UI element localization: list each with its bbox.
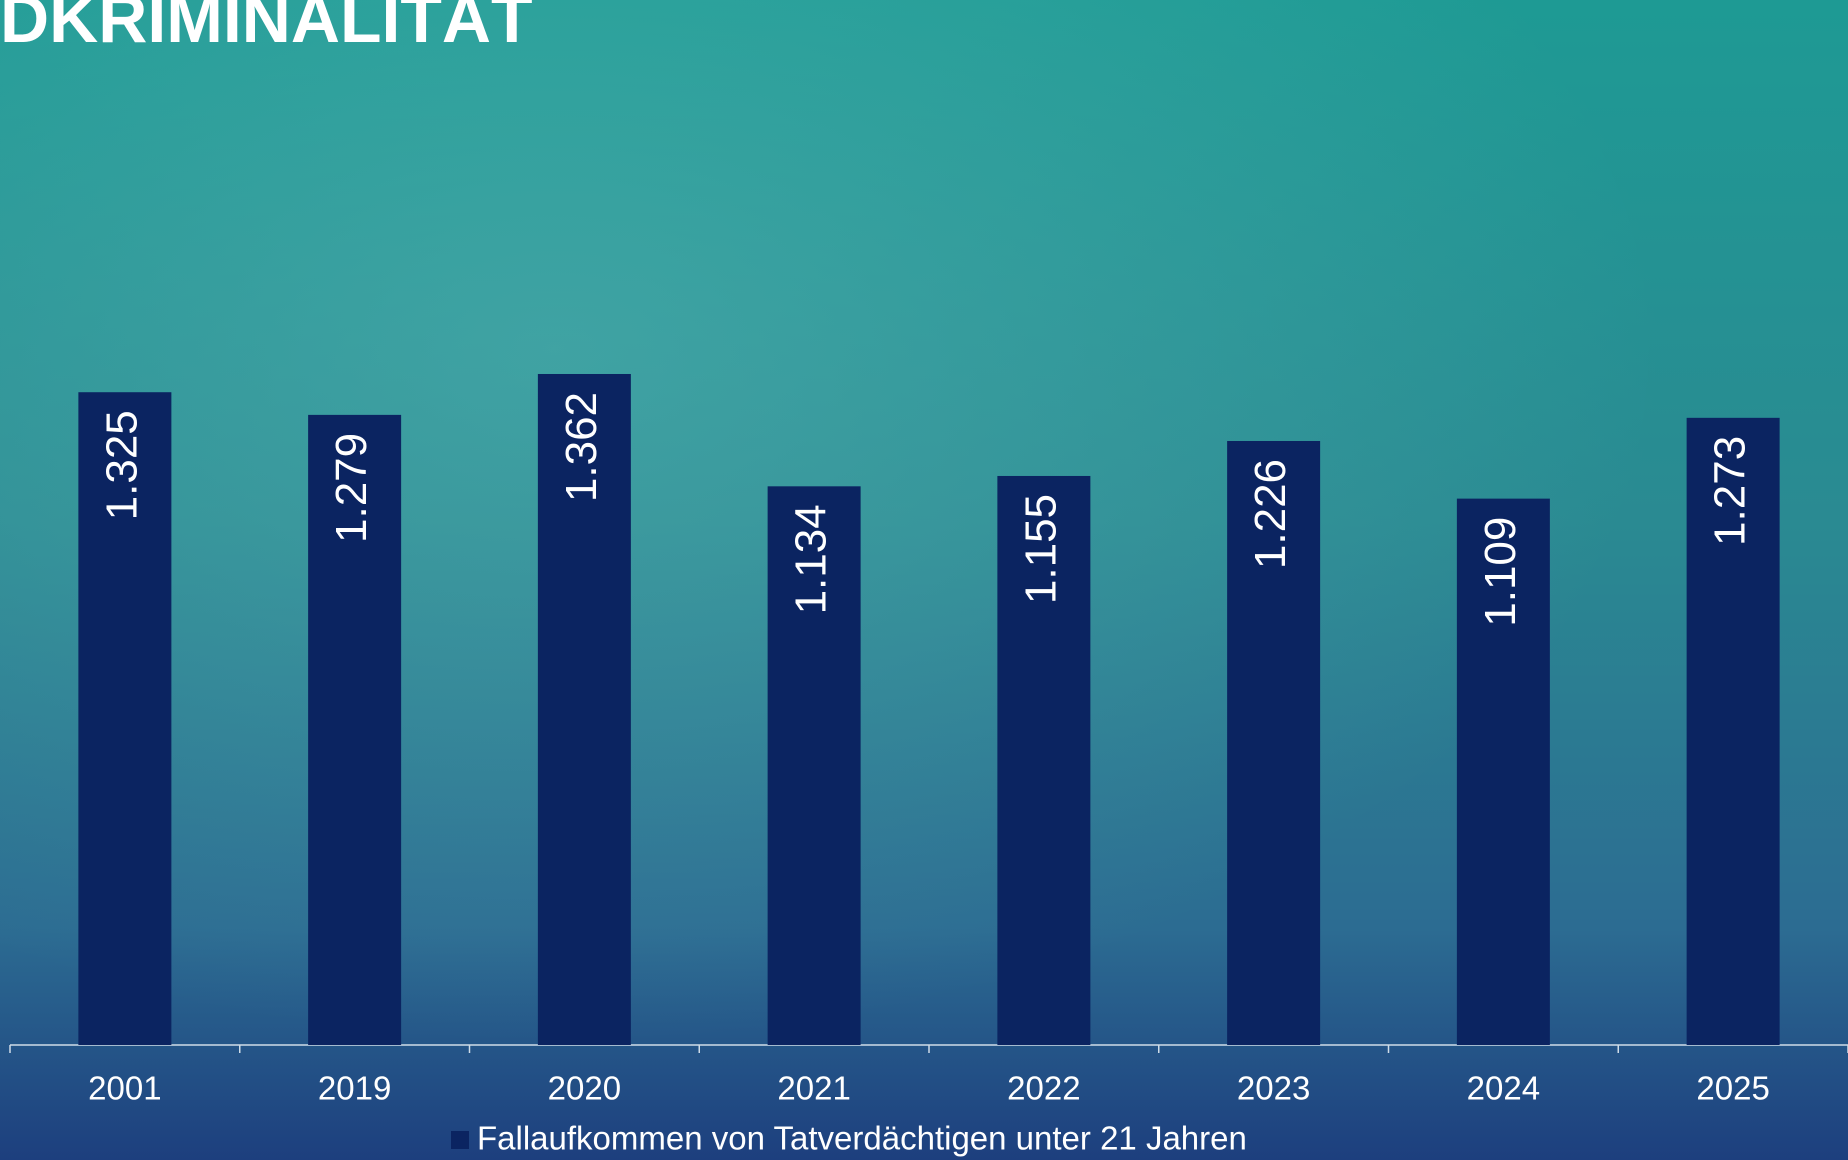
- value-label: 1.362: [557, 392, 606, 502]
- x-tick-label: 2001: [88, 1070, 161, 1107]
- value-label: 1.134: [787, 504, 836, 614]
- value-label: 1.109: [1476, 517, 1525, 627]
- x-tick-label: 2023: [1237, 1070, 1310, 1107]
- value-label: 1.226: [1246, 459, 1295, 569]
- legend-swatch: [451, 1131, 469, 1149]
- bar: [1686, 417, 1780, 1045]
- bar: [767, 486, 861, 1045]
- bar: [78, 392, 172, 1045]
- x-tick-label: 2021: [777, 1070, 850, 1107]
- chart-title: DKRIMINALITÄT: [0, 0, 533, 57]
- x-tick-label: 2025: [1696, 1070, 1769, 1107]
- bar: [308, 414, 402, 1045]
- legend-label: Fallaufkommen von Tatverdächtigen unter …: [477, 1120, 1247, 1157]
- x-tick-label: 2019: [318, 1070, 391, 1107]
- bar: [1456, 498, 1550, 1045]
- bar: [997, 475, 1091, 1046]
- value-label: 1.325: [98, 410, 147, 520]
- bar: [537, 373, 631, 1045]
- value-label: 1.273: [1706, 436, 1755, 546]
- bar: [1227, 440, 1321, 1045]
- x-tick-label: 2022: [1007, 1070, 1080, 1107]
- value-label: 1.155: [1017, 494, 1066, 604]
- x-tick-label: 2020: [548, 1070, 621, 1107]
- x-tick-label: 2024: [1467, 1070, 1540, 1107]
- value-label: 1.279: [327, 433, 376, 543]
